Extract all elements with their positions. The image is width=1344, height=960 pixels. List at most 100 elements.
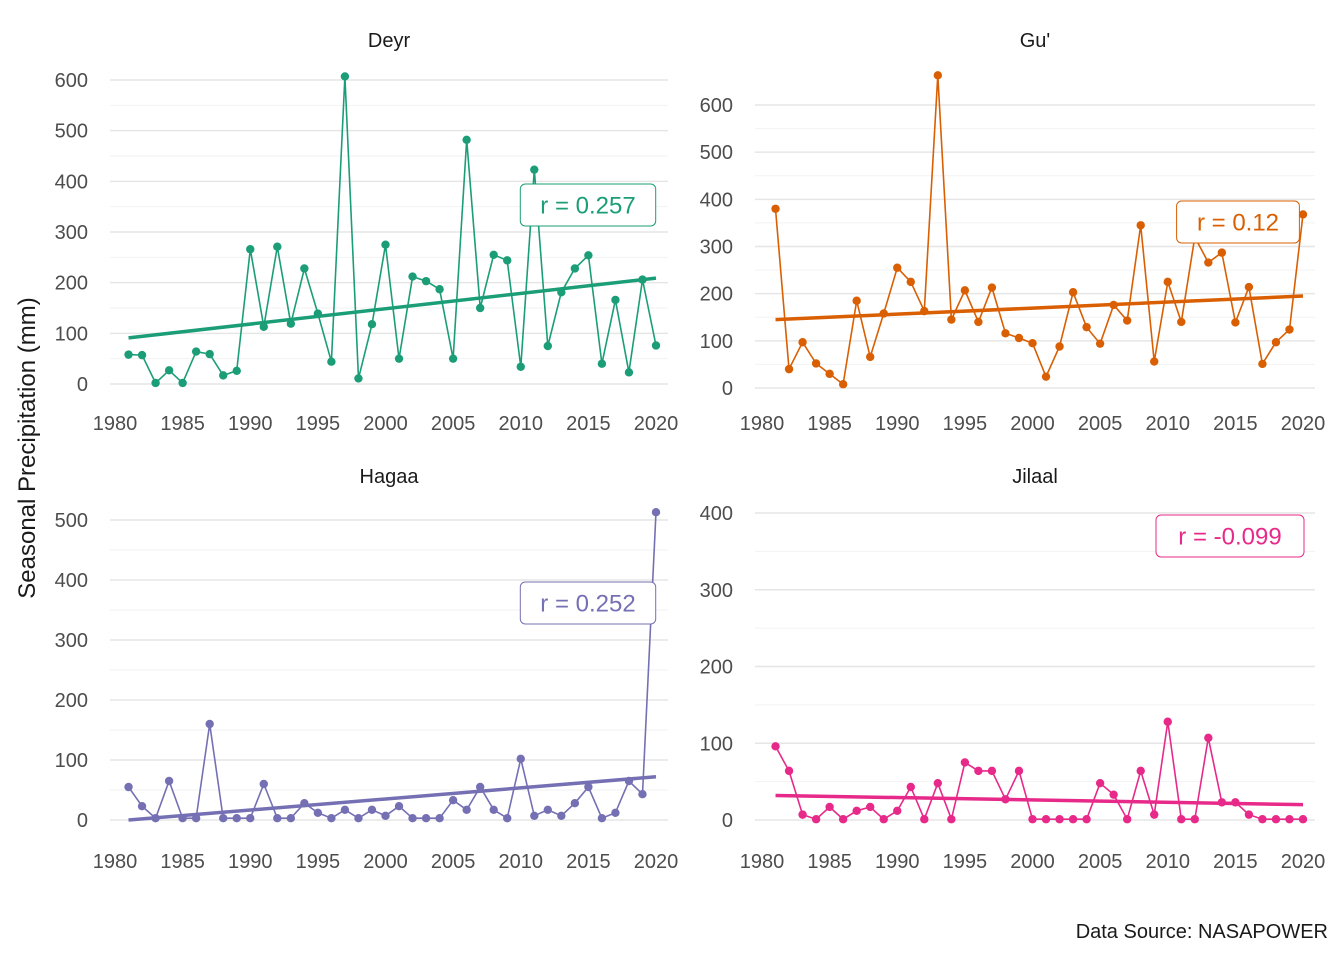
data-point bbox=[987, 283, 997, 292]
data-point bbox=[798, 810, 807, 819]
x-tick-label: 1985 bbox=[160, 413, 205, 435]
correlation-label: r = -0.099 bbox=[1178, 524, 1281, 551]
data-point bbox=[811, 815, 821, 824]
data-point bbox=[178, 814, 187, 823]
data-point bbox=[300, 799, 309, 808]
y-tick-label: 0 bbox=[722, 378, 733, 400]
data-point bbox=[1285, 815, 1294, 824]
x-tick-label: 2015 bbox=[566, 413, 611, 435]
data-point bbox=[947, 315, 956, 324]
data-point bbox=[974, 766, 983, 776]
data-point bbox=[1244, 282, 1254, 292]
data-point bbox=[381, 811, 390, 820]
x-tick-label: 2015 bbox=[566, 851, 611, 873]
data-point bbox=[246, 245, 255, 254]
data-point bbox=[1055, 342, 1064, 351]
data-point bbox=[1122, 316, 1132, 325]
data-point bbox=[394, 802, 404, 811]
data-point bbox=[394, 354, 404, 363]
panel-1: Gu' 0 100 200 300 400 500 600 1980 1985 1990 1995 20… bbox=[700, 30, 1326, 435]
data-source-caption: Data Source: NASAPOWER bbox=[1075, 921, 1328, 943]
x-tick-label: 2020 bbox=[1281, 851, 1326, 873]
data-point bbox=[866, 352, 875, 362]
data-point bbox=[1001, 329, 1010, 338]
data-point bbox=[933, 71, 943, 80]
data-point bbox=[825, 369, 834, 379]
data-point bbox=[893, 263, 902, 272]
data-point bbox=[1271, 338, 1281, 347]
data-point bbox=[584, 251, 593, 260]
data-point bbox=[597, 359, 607, 368]
y-tick-label: 300 bbox=[55, 630, 88, 652]
data-point bbox=[784, 364, 794, 374]
y-tick-label: 200 bbox=[55, 690, 88, 712]
panel-title: Hagaa bbox=[360, 466, 420, 488]
data-point bbox=[1177, 317, 1186, 327]
data-point bbox=[448, 354, 458, 363]
data-point bbox=[1055, 815, 1064, 824]
panel-2: Hagaa 0 100 200 300 400 500 1980 1985 1990 1995 200… bbox=[55, 466, 679, 873]
x-tick-label: 2015 bbox=[1213, 851, 1258, 873]
data-point bbox=[178, 378, 187, 388]
trend-line bbox=[775, 294, 1304, 322]
data-point bbox=[1095, 339, 1105, 348]
data-point bbox=[838, 815, 848, 824]
y-tick-label: 100 bbox=[55, 750, 88, 772]
x-tick-label: 1980 bbox=[93, 851, 138, 873]
y-tick-label: 100 bbox=[700, 733, 733, 755]
data-point bbox=[1258, 359, 1267, 369]
data-point bbox=[137, 802, 147, 811]
data-point bbox=[1014, 333, 1024, 343]
data-point bbox=[960, 758, 970, 767]
data-point bbox=[1204, 733, 1213, 743]
data-point bbox=[784, 766, 794, 776]
x-tick-label: 2000 bbox=[363, 851, 408, 873]
data-point bbox=[1177, 815, 1186, 824]
data-point bbox=[893, 806, 902, 815]
y-tick-label: 500 bbox=[55, 121, 88, 143]
data-point bbox=[191, 814, 201, 823]
data-point bbox=[1041, 815, 1051, 824]
data-point bbox=[286, 814, 296, 823]
data-point bbox=[137, 350, 147, 360]
data-point bbox=[798, 338, 807, 347]
data-point bbox=[1285, 325, 1294, 334]
data-point bbox=[313, 309, 323, 318]
y-tick-label: 300 bbox=[700, 580, 733, 602]
x-tick-label: 1995 bbox=[296, 413, 341, 435]
data-point bbox=[1136, 766, 1145, 776]
y-tick-label: 400 bbox=[55, 171, 88, 193]
data-point bbox=[259, 779, 268, 789]
correlation-label-box bbox=[519, 183, 657, 227]
y-tick-label: 500 bbox=[700, 142, 733, 164]
data-point bbox=[838, 380, 848, 389]
data-point bbox=[340, 805, 350, 814]
data-point bbox=[611, 295, 620, 305]
data-point bbox=[1136, 221, 1145, 230]
data-point bbox=[164, 366, 174, 375]
data-point bbox=[273, 814, 282, 823]
x-tick-label: 2010 bbox=[499, 413, 544, 435]
data-point bbox=[651, 341, 661, 350]
data-point bbox=[421, 276, 431, 286]
panel-title: Deyr bbox=[368, 30, 411, 52]
data-point bbox=[584, 782, 593, 792]
data-point bbox=[124, 350, 133, 359]
data-point bbox=[1109, 790, 1118, 799]
x-tick-label: 1990 bbox=[875, 851, 920, 873]
data-point bbox=[475, 303, 485, 313]
series-line bbox=[127, 512, 657, 820]
data-point bbox=[530, 165, 539, 174]
y-tick-label: 400 bbox=[55, 570, 88, 592]
data-point bbox=[852, 806, 861, 815]
y-tick-label: 100 bbox=[55, 323, 88, 345]
data-point bbox=[286, 319, 296, 328]
data-point bbox=[1190, 815, 1200, 824]
y-tick-label: 300 bbox=[55, 222, 88, 244]
data-point bbox=[1298, 210, 1308, 219]
x-tick-label: 2010 bbox=[1146, 851, 1191, 873]
data-point bbox=[543, 805, 552, 814]
x-tick-label: 2020 bbox=[634, 413, 679, 435]
data-point bbox=[1163, 277, 1172, 287]
x-tick-label: 1985 bbox=[807, 413, 852, 435]
